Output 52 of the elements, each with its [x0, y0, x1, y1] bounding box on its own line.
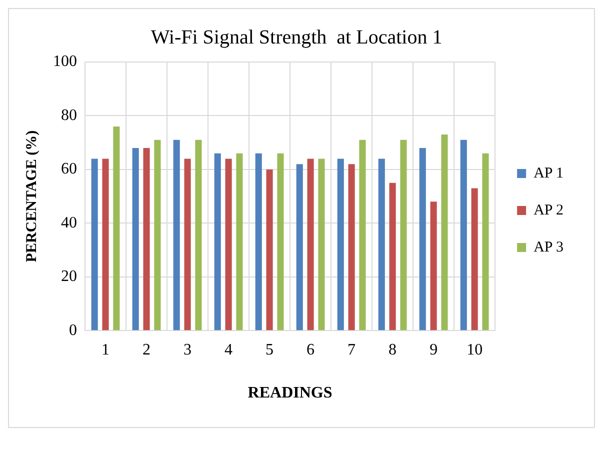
bar	[482, 153, 489, 330]
legend-label: AP 1	[534, 165, 564, 182]
bar	[255, 153, 262, 330]
y-tick-label: 0	[69, 322, 77, 339]
legend-label: AP 2	[534, 202, 564, 218]
bar	[359, 140, 366, 330]
bar	[143, 148, 150, 330]
bar	[102, 158, 109, 330]
y-tick-label: 60	[61, 160, 77, 178]
bar	[430, 202, 437, 330]
bar	[173, 140, 180, 330]
bar	[195, 140, 202, 330]
x-tick-label: 8	[388, 341, 397, 358]
x-tick-label: 10	[466, 341, 483, 358]
bar	[460, 140, 467, 330]
chart-title: Wi-Fi Signal Strength at Location 1	[150, 26, 442, 48]
bar	[225, 158, 232, 330]
bar	[471, 188, 478, 330]
bar	[378, 158, 385, 330]
x-tick-label: 5	[266, 341, 274, 358]
x-tick-label: 1	[102, 341, 110, 358]
x-tick-label: 3	[184, 341, 192, 358]
x-tick-label: 7	[348, 341, 356, 358]
bar	[441, 134, 448, 330]
bar	[266, 169, 273, 330]
x-tick-label: 9	[430, 341, 438, 358]
bar	[419, 148, 426, 330]
bar	[318, 158, 325, 330]
x-tick-label: 6	[306, 341, 315, 358]
x-tick-label: 2	[142, 341, 151, 358]
x-axis-title: READINGS	[248, 384, 332, 402]
bar	[236, 153, 243, 330]
legend-label: AP 3	[534, 239, 564, 256]
bar	[113, 126, 120, 330]
bar	[389, 182, 396, 330]
y-tick-label: 100	[53, 53, 77, 70]
y-tick-label: 80	[61, 106, 77, 124]
y-tick-label: 40	[61, 214, 77, 232]
y-axis-title: PERCENTAGE (%)	[24, 130, 40, 262]
bar	[348, 164, 355, 330]
bar	[214, 153, 221, 330]
bar	[277, 153, 284, 330]
bar	[307, 158, 314, 330]
bar	[337, 158, 344, 330]
bar	[154, 140, 161, 330]
x-tick-label: 4	[224, 341, 233, 358]
bar	[400, 140, 407, 330]
y-tick-label: 20	[61, 268, 77, 286]
bar	[296, 164, 303, 330]
bar	[91, 158, 98, 330]
bar	[184, 158, 191, 330]
bar	[132, 148, 139, 330]
